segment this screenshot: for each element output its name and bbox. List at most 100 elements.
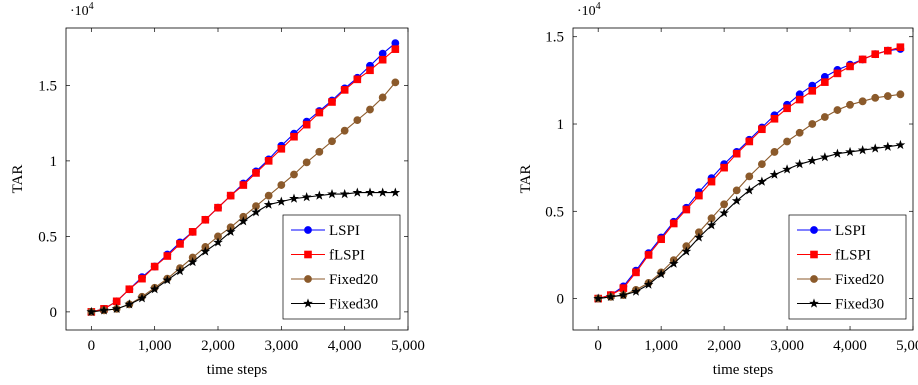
data-point [187,256,198,267]
data-point [137,293,147,303]
data-point [340,86,349,94]
data-point [290,132,298,141]
legend-label: LSPI [329,223,360,239]
y-tick-label: 0.5 [38,229,57,245]
data-point [770,114,779,123]
data-point [669,219,678,228]
data-point [884,46,892,55]
x-axis-label: time steps [713,362,774,378]
x-tick-label: 0 [594,338,602,354]
data-point [264,191,273,200]
data-point [340,126,349,135]
data-point [238,216,249,226]
data-point [632,268,640,277]
data-point [846,100,854,109]
data-point [162,275,173,285]
data-point [149,284,160,294]
data-point [870,143,881,153]
data-point [794,159,805,169]
legend-label: fLSPI [329,248,365,264]
data-point [213,237,223,247]
data-point [820,113,829,121]
data-point [731,195,742,205]
data-point [605,291,616,301]
legend-marker [304,226,312,234]
data-point [276,196,287,206]
y-tick-label: 1.5 [545,30,564,46]
data-point [175,266,185,276]
data-point [390,187,401,197]
data-point [821,78,829,86]
y-tick-label: 0.5 [545,204,564,220]
data-point [656,269,666,279]
data-point [314,190,325,200]
chart-left: 0 1,000 2,000 3,000 4,000 5,000 0 0.5 1 1.5 ·104 ti… [10,1,425,378]
data-point [807,155,818,165]
x-tick-label: 3,000 [770,338,804,354]
legend-label: Fixed20 [329,272,378,288]
data-point [188,228,197,236]
data-point [720,163,728,172]
data-point [707,177,716,186]
data-point [150,262,159,271]
data-point [833,106,842,114]
legend-marker [304,250,312,259]
data-point [353,75,362,84]
data-point [201,215,210,224]
x-tick-label: 3,000 [264,338,298,354]
data-point [706,220,717,230]
x-axis-label: time steps [207,362,268,378]
data-point [200,246,211,256]
data-point [366,66,374,75]
data-point [125,285,134,294]
data-point [745,137,754,146]
data-point [896,43,905,52]
data-point [618,289,629,300]
data-point [644,251,653,259]
y-multiplier-exponent: 4 [596,1,601,12]
data-point [315,108,324,117]
data-point [391,45,400,53]
data-point [883,92,892,100]
x-tick-label: 1,000 [138,338,172,354]
data-point [112,297,121,306]
data-point [289,193,299,203]
data-point [176,240,184,248]
data-point [832,148,843,158]
data-point [339,189,350,199]
legend-marker [809,298,819,308]
data-point [757,160,766,169]
data-point [681,246,692,256]
data-point [694,232,704,242]
data-point [252,169,260,177]
x-tick-label: 1,000 [644,338,678,354]
data-point [327,189,337,199]
data-point [263,199,274,209]
legend: LSPI fLSPI Fixed20 Fixed30 [282,214,401,320]
y-tick-label: 0 [557,292,565,308]
legend-marker [304,275,312,283]
data-point [682,205,691,214]
data-point [719,207,729,218]
data-point [328,98,336,106]
data-point [795,95,804,104]
y-axis-label: TAR [518,165,534,194]
data-point [668,258,679,268]
data-point [769,169,780,179]
data-point [757,176,767,186]
legend-label: Fixed30 [835,297,884,313]
data-point [99,305,109,315]
x-tick-label: 2,000 [707,338,741,354]
data-point [86,306,97,317]
x-tick-label: 5,000 [391,338,425,354]
data-point [770,148,779,156]
legend-label: LSPI [835,223,866,239]
data-point [378,55,387,64]
data-point [302,158,311,167]
data-point [808,87,817,95]
y-axis-label: TAR [10,165,26,194]
data-point [758,125,766,134]
series-fixed30 [86,187,401,317]
data-point [882,141,893,151]
data-point [315,147,324,156]
